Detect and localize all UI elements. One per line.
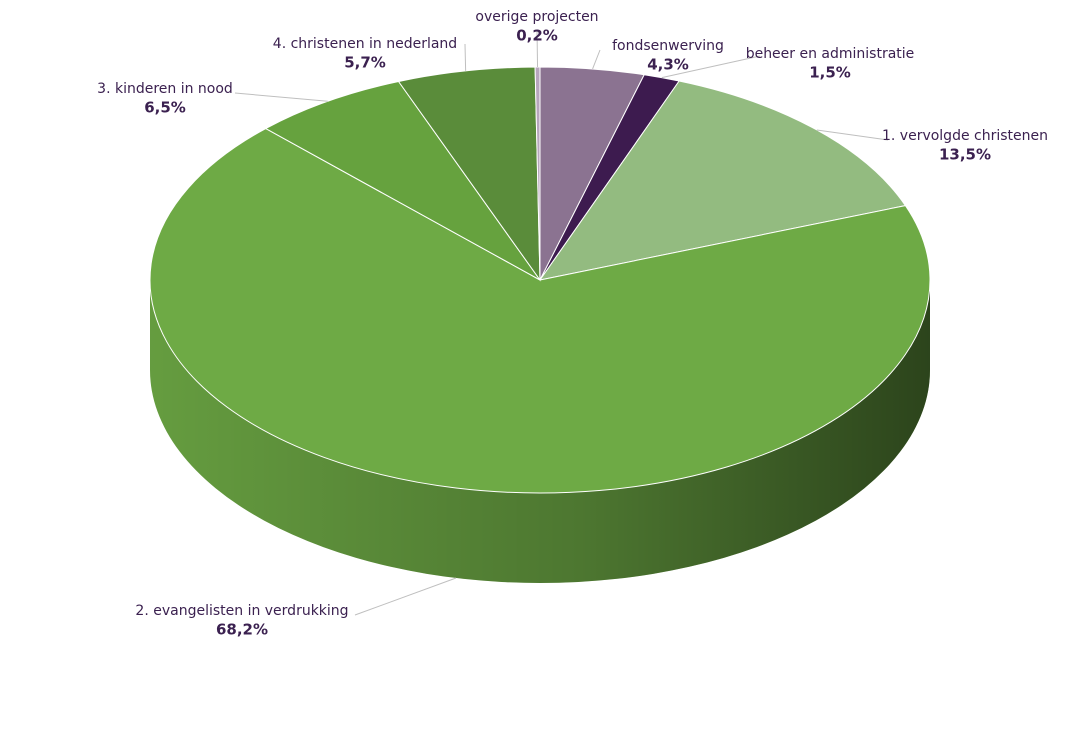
slice-label: 4. christenen in nederland: [273, 36, 457, 52]
value-label: 68,2%: [216, 621, 268, 639]
value-label: 13,5%: [939, 146, 991, 164]
slice: [534, 66, 541, 281]
slice-label: 3. kinderen in nood: [97, 81, 233, 97]
value-label: 5,7%: [344, 54, 386, 72]
slice-label: 2. evangelisten in verdrukking: [135, 603, 348, 619]
slice: [397, 66, 541, 282]
slice-label: overige projecten: [475, 9, 598, 25]
leader-line: [234, 92, 328, 102]
leader-line: [816, 129, 889, 141]
value-label: 4,3%: [647, 56, 689, 74]
slice: [264, 80, 541, 281]
leader-line: [661, 55, 761, 79]
leader-line: [536, 29, 539, 68]
slice-label: fondsenwerving: [612, 38, 724, 54]
leader-line: [464, 43, 467, 71]
leader-line: [592, 49, 601, 70]
slice: [149, 127, 931, 494]
value-label: 1,5%: [809, 64, 851, 82]
slice-label: beheer en administratie: [746, 46, 915, 62]
slice: [538, 80, 907, 281]
value-label: 6,5%: [144, 99, 186, 117]
value-label: 0,2%: [516, 27, 558, 45]
side-shade: [150, 280, 930, 583]
slice-label: 1. vervolgde christenen: [882, 128, 1048, 144]
leader-line: [354, 577, 457, 616]
